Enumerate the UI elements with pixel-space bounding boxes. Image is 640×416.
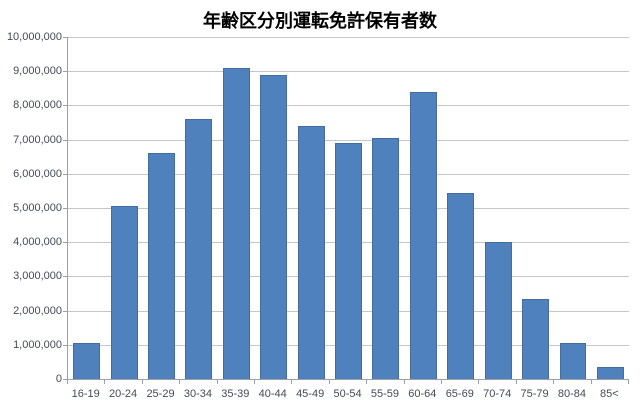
x-tick-label-60-64: 60-64 <box>408 388 437 400</box>
y-tick-label: 0 <box>55 373 62 385</box>
x-tick-label-20-24: 20-24 <box>109 388 138 400</box>
bar-slot-45-49 <box>292 37 329 379</box>
y-tick-label: 1,000,000 <box>13 339 62 351</box>
x-tick-label-50-54: 50-54 <box>333 388 362 400</box>
x-tick-label-16-19: 16-19 <box>71 388 100 400</box>
y-tick-mark <box>63 140 67 141</box>
x-tick-mark <box>628 380 629 384</box>
y-tick-label: 10,000,000 <box>6 31 62 43</box>
bar-60-64 <box>409 91 437 379</box>
gridline <box>68 37 629 38</box>
x-tick-mark <box>478 380 479 384</box>
gridline <box>68 105 629 106</box>
bar-slot-16-19 <box>68 37 105 379</box>
y-tick-label: 6,000,000 <box>13 168 62 180</box>
bar-slot-85< <box>592 37 629 379</box>
bar-40-44 <box>260 74 288 379</box>
x-tick-mark <box>404 380 405 384</box>
bar-65-69 <box>447 192 475 379</box>
x-tick-label-65-69: 65-69 <box>445 388 474 400</box>
x-tick-mark <box>179 380 180 384</box>
bar-slot-80-84 <box>554 37 591 379</box>
bar-25-29 <box>148 153 175 379</box>
x-tick-label-25-29: 25-29 <box>146 388 175 400</box>
bar-45-49 <box>297 125 325 379</box>
x-tick-label-55-59: 55-59 <box>370 388 400 400</box>
plot-area <box>67 37 629 380</box>
y-tick-mark <box>63 242 67 243</box>
x-tick-mark <box>366 380 367 384</box>
bar-series <box>68 37 629 379</box>
bar-slot-55-59 <box>367 37 404 379</box>
x-tick-mark <box>553 380 554 384</box>
y-tick-label: 3,000,000 <box>13 270 62 282</box>
x-tick-label-80-84: 80-84 <box>557 388 587 400</box>
y-tick-label: 7,000,000 <box>13 134 62 146</box>
y-tick-label: 4,000,000 <box>13 236 62 248</box>
chart-title: 年齢区分別運転免許保有者数 <box>203 11 437 31</box>
bar-slot-30-34 <box>180 37 217 379</box>
y-tick-label: 5,000,000 <box>13 202 62 214</box>
bar-50-54 <box>335 143 362 379</box>
bar-70-74 <box>484 242 512 379</box>
x-tick-mark <box>291 380 292 384</box>
bar-slot-75-79 <box>517 37 554 379</box>
bar-slot-60-64 <box>405 37 442 379</box>
bar-slot-50-54 <box>330 37 367 379</box>
y-tick-mark <box>63 174 67 175</box>
x-tick-mark <box>67 380 68 384</box>
y-tick-label: 9,000,000 <box>13 65 62 77</box>
bar-85< <box>596 367 624 379</box>
bar-slot-65-69 <box>442 37 479 379</box>
x-tick-label-40-44: 40-44 <box>258 388 287 400</box>
x-tick-label-70-74: 70-74 <box>483 388 512 400</box>
bar-slot-70-74 <box>479 37 516 379</box>
gridline <box>68 140 629 141</box>
x-tick-label-45-49: 45-49 <box>296 388 325 400</box>
bar-slot-20-24 <box>105 37 142 379</box>
bar-55-59 <box>372 137 400 379</box>
x-tick-mark <box>104 380 105 384</box>
bar-30-34 <box>185 119 213 379</box>
x-tick-label-85<: 85< <box>600 388 619 400</box>
y-tick-mark <box>63 71 67 72</box>
bar-35-39 <box>222 67 250 379</box>
y-tick-mark <box>63 276 67 277</box>
x-tick-label-35-39: 35-39 <box>221 388 250 400</box>
x-tick-label-75-79: 75-79 <box>520 388 549 400</box>
bar-slot-40-44 <box>255 37 292 379</box>
x-axis-labels: 16-19 20-24 25-29 30-34 35-39 40-44 45-49 50-54… <box>67 388 628 400</box>
y-tick-mark <box>63 105 67 106</box>
bar-slot-25-29 <box>143 37 180 379</box>
x-tick-mark <box>142 380 143 384</box>
bar-80-84 <box>559 343 587 379</box>
gridline <box>68 71 629 72</box>
x-tick-mark <box>441 380 442 384</box>
bar-slot-35-39 <box>218 37 255 379</box>
y-tick-mark <box>63 345 67 346</box>
x-tick-mark <box>217 380 218 384</box>
y-tick-label: 2,000,000 <box>13 305 62 317</box>
y-tick-mark <box>63 379 67 380</box>
x-tick-label-30-34: 30-34 <box>183 388 212 400</box>
y-tick-label: 8,000,000 <box>13 99 62 111</box>
y-tick-mark <box>63 311 67 312</box>
x-tick-mark <box>329 380 330 384</box>
x-tick-mark <box>591 380 592 384</box>
y-tick-mark <box>63 37 67 38</box>
bar-75-79 <box>522 298 550 379</box>
x-tick-mark <box>254 380 255 384</box>
y-tick-mark <box>63 208 67 209</box>
x-tick-mark <box>516 380 517 384</box>
bar-16-19 <box>73 343 101 379</box>
bar-20-24 <box>110 206 138 379</box>
